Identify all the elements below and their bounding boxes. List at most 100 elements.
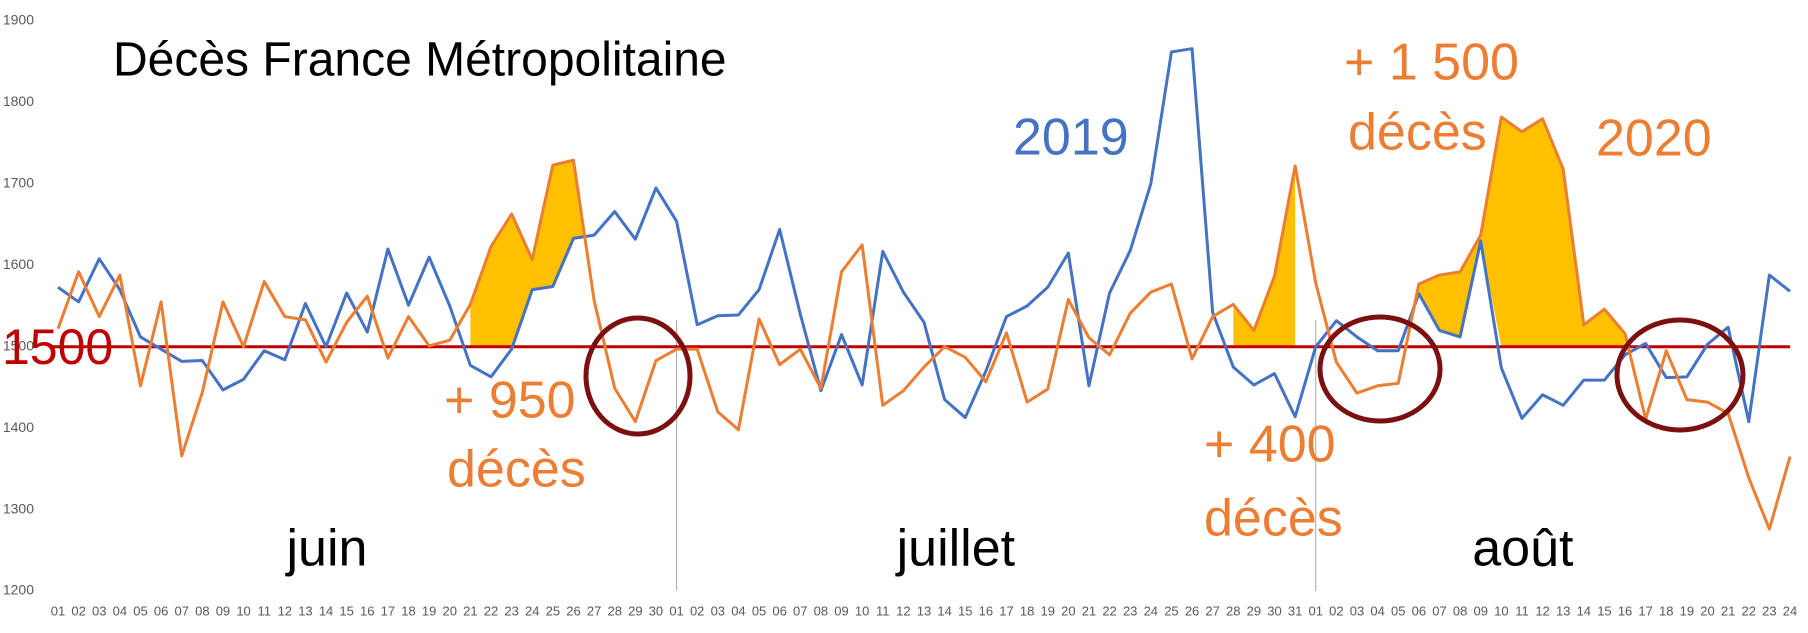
y-tick-label: 1800 <box>3 93 34 109</box>
x-tick-label: 02 <box>690 603 704 618</box>
month-label: juin <box>284 520 367 578</box>
x-tick-label: 03 <box>711 603 725 618</box>
x-tick-label: 19 <box>422 603 436 618</box>
series-line <box>56 115 1792 531</box>
x-tick-label: 18 <box>1020 603 1034 618</box>
month-label: août <box>1472 520 1574 578</box>
x-tick-label: 06 <box>154 603 168 618</box>
x-tick-label: 05 <box>752 603 766 618</box>
x-tick-label: 16 <box>979 603 993 618</box>
series-label: 2020 <box>1596 110 1712 168</box>
y-tick-label: 1900 <box>3 12 34 28</box>
plot-layer: 1200 1300 1400 1500 1600 1700 1800 1900 01 02 03 04… <box>2 12 1797 619</box>
y-tick-label: 1200 <box>3 582 34 598</box>
x-tick-label: 07 <box>174 603 188 618</box>
x-tick-label: 07 <box>1432 603 1446 618</box>
annotation: + 950 <box>444 372 576 430</box>
x-tick-label: 12 <box>1535 603 1549 618</box>
y-tick-label: 1400 <box>3 419 34 435</box>
x-tick-label: 29 <box>1247 603 1261 618</box>
annotation: décès <box>1204 490 1343 548</box>
x-tick-label: 13 <box>1556 603 1570 618</box>
x-tick-label: 13 <box>298 603 312 618</box>
x-tick-label: 23 <box>504 603 518 618</box>
x-tick-label: 15 <box>1597 603 1611 618</box>
y-tick-label: 1300 <box>3 500 34 516</box>
annotation: décès <box>1348 104 1487 162</box>
x-tick-label: 30 <box>1267 603 1281 618</box>
x-tick-label: 10 <box>1494 603 1508 618</box>
x-tick-label: 21 <box>463 603 477 618</box>
x-tick-label: 20 <box>443 603 457 618</box>
x-tick-label: 23 <box>1123 603 1137 618</box>
x-tick-label: 27 <box>587 603 601 618</box>
month-label: juillet <box>895 520 1016 578</box>
x-tick-label: 24 <box>1783 603 1797 618</box>
x-tick-label: 31 <box>1288 603 1302 618</box>
x-tick-label: 24 <box>525 603 539 618</box>
circle <box>1614 317 1746 433</box>
x-tick-label: 21 <box>1721 603 1735 618</box>
x-tick-label: 05 <box>133 603 147 618</box>
series-line <box>57 47 1791 424</box>
x-tick-label: 17 <box>999 603 1013 618</box>
x-tick-label: 11 <box>257 603 271 618</box>
x-tick-label: 13 <box>917 603 931 618</box>
x-tick-label: 03 <box>1350 603 1364 618</box>
x-tick-label: 18 <box>1659 603 1673 618</box>
x-tick-label: 17 <box>381 603 395 618</box>
x-tick-label: 04 <box>731 603 745 618</box>
x-tick-label: 08 <box>814 603 828 618</box>
x-tick-label: 25 <box>546 603 560 618</box>
x-tick-label: 09 <box>216 603 230 618</box>
x-tick-label: 26 <box>566 603 580 618</box>
x-tick-label: 14 <box>319 603 333 618</box>
x-tick-label: 12 <box>278 603 292 618</box>
x-tick-label: 18 <box>401 603 415 618</box>
x-tick-label: 11 <box>1515 603 1529 618</box>
x-tick-label: 05 <box>1391 603 1405 618</box>
y-tick-label: 1500 <box>3 337 34 353</box>
x-tick-label: 10 <box>236 603 250 618</box>
annotation: décès <box>447 441 586 499</box>
x-tick-label: 08 <box>1453 603 1467 618</box>
x-tick-label: 07 <box>793 603 807 618</box>
x-tick-label: 02 <box>1329 603 1343 618</box>
highlight-area <box>1233 165 1296 347</box>
x-tick-label: 14 <box>1577 603 1591 618</box>
y-tick-label: 1600 <box>3 256 34 272</box>
x-tick-label: 01 <box>1309 603 1323 618</box>
x-tick-label: 06 <box>772 603 786 618</box>
x-tick-label: 15 <box>339 603 353 618</box>
x-tick-label: 04 <box>113 603 127 618</box>
x-tick-label: 28 <box>1226 603 1240 618</box>
x-tick-label: 20 <box>1700 603 1714 618</box>
series-label: 2019 <box>1013 109 1129 167</box>
x-tick-label: 01 <box>51 603 65 618</box>
x-tick-label: 09 <box>1473 603 1487 618</box>
x-tick-label: 23 <box>1762 603 1776 618</box>
x-tick-label: 24 <box>1144 603 1158 618</box>
x-tick-label: 10 <box>855 603 869 618</box>
x-tick-label: 22 <box>484 603 498 618</box>
x-tick-label: 04 <box>1370 603 1384 618</box>
x-tick-label: 11 <box>876 603 890 618</box>
x-tick-label: 08 <box>195 603 209 618</box>
x-tick-label: 17 <box>1638 603 1652 618</box>
x-tick-label: 28 <box>607 603 621 618</box>
y-tick-label: 1700 <box>3 175 34 191</box>
circle <box>1317 314 1443 424</box>
x-tick-label: 22 <box>1742 603 1756 618</box>
x-tick-label: 30 <box>649 603 663 618</box>
x-tick-label: 06 <box>1412 603 1426 618</box>
x-tick-label: 19 <box>1040 603 1054 618</box>
x-tick-label: 19 <box>1680 603 1694 618</box>
x-tick-label: 02 <box>71 603 85 618</box>
x-tick-label: 16 <box>1618 603 1632 618</box>
x-tick-label: 27 <box>1205 603 1219 618</box>
x-tick-label: 09 <box>834 603 848 618</box>
x-tick-label: 14 <box>937 603 951 618</box>
highlight-mask <box>1418 240 1626 347</box>
